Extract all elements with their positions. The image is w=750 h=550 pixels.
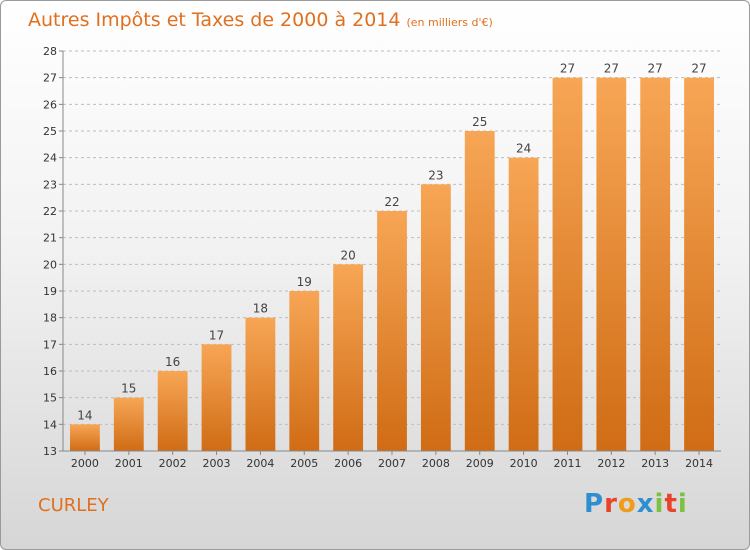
data-label: 17 bbox=[209, 328, 224, 342]
data-label: 18 bbox=[253, 302, 268, 316]
y-tick-label: 25 bbox=[43, 125, 57, 138]
y-tick-label: 23 bbox=[43, 178, 57, 191]
x-tick-label: 2010 bbox=[510, 457, 538, 470]
y-tick-label: 27 bbox=[43, 72, 57, 85]
x-tick-label: 2003 bbox=[203, 457, 231, 470]
x-tick-label: 2012 bbox=[597, 457, 625, 470]
data-label: 22 bbox=[384, 195, 399, 209]
x-tick-label: 2008 bbox=[422, 457, 450, 470]
bar bbox=[201, 344, 232, 451]
bar bbox=[245, 317, 276, 451]
bar bbox=[289, 291, 320, 451]
bar bbox=[333, 264, 364, 451]
data-label: 14 bbox=[77, 408, 92, 422]
y-tick-label: 16 bbox=[43, 365, 57, 378]
bar bbox=[640, 77, 671, 452]
y-tick-label: 18 bbox=[43, 312, 57, 325]
chart-title: Autres Impôts et Taxes de 2000 à 2014 (en… bbox=[28, 9, 493, 31]
data-label: 27 bbox=[648, 62, 663, 76]
data-label: 25 bbox=[472, 115, 487, 129]
y-tick-label: 22 bbox=[43, 205, 57, 218]
y-tick-label: 26 bbox=[43, 98, 57, 111]
data-label: 24 bbox=[516, 142, 531, 156]
x-tick-label: 2007 bbox=[378, 457, 406, 470]
y-tick-label: 15 bbox=[43, 392, 57, 405]
data-label: 16 bbox=[165, 355, 180, 369]
bar bbox=[113, 397, 144, 451]
x-tick-label: 2004 bbox=[246, 457, 274, 470]
bar bbox=[684, 77, 714, 452]
bar bbox=[377, 211, 407, 451]
logo-letter: P bbox=[584, 489, 605, 519]
y-tick-label: 20 bbox=[43, 258, 57, 271]
x-tick-label: 2002 bbox=[159, 457, 187, 470]
x-tick-label: 2000 bbox=[71, 457, 99, 470]
y-tick-label: 24 bbox=[43, 152, 57, 165]
logo-letter: o bbox=[617, 489, 637, 519]
logo-letter: x bbox=[636, 489, 655, 519]
y-tick-label: 19 bbox=[43, 285, 57, 298]
data-label: 23 bbox=[428, 168, 443, 182]
data-label: 27 bbox=[691, 62, 706, 76]
bar bbox=[420, 184, 451, 452]
bar-layer: 14 15 16 17 18 19 20 22 23 25 24 27 27 27 27 bbox=[70, 62, 714, 452]
x-tick-label: 2005 bbox=[290, 457, 318, 470]
commune-name: CURLEY bbox=[38, 495, 109, 516]
y-tick-label: 28 bbox=[43, 45, 57, 58]
data-label: 19 bbox=[297, 275, 312, 289]
title-unit: (en milliers d'€) bbox=[406, 16, 493, 29]
data-label: 15 bbox=[121, 382, 136, 396]
x-tick-label: 2013 bbox=[641, 457, 669, 470]
x-tick-label: 2001 bbox=[115, 457, 143, 470]
x-tick-label: 2011 bbox=[553, 457, 581, 470]
x-tick-label: 2006 bbox=[334, 457, 362, 470]
bar bbox=[508, 157, 539, 451]
data-label: 27 bbox=[560, 62, 575, 76]
x-tick-label: 2014 bbox=[685, 457, 713, 470]
y-tick-label: 13 bbox=[43, 445, 57, 458]
logo-letter: r bbox=[604, 489, 618, 519]
bar bbox=[70, 424, 100, 451]
title-text: Autres Impôts et Taxes de 2000 à 2014 bbox=[28, 9, 401, 31]
axis-layer: 13 14 15 16 17 18 19 20 21 22 23 24 25 26 27 28 2000 2001… bbox=[43, 45, 721, 470]
bar bbox=[552, 77, 583, 452]
y-tick-label: 21 bbox=[43, 232, 57, 245]
y-tick-label: 17 bbox=[43, 338, 57, 351]
logo-letter: i bbox=[654, 489, 665, 519]
proxiti-logo: Proxiti bbox=[584, 489, 688, 519]
x-tick-label: 2009 bbox=[466, 457, 494, 470]
logo-letter: i bbox=[677, 489, 688, 519]
logo-letter: t bbox=[664, 489, 678, 519]
bar bbox=[464, 131, 495, 451]
bar bbox=[157, 371, 188, 451]
bar bbox=[596, 77, 627, 452]
data-label: 27 bbox=[604, 62, 619, 76]
y-tick-label: 14 bbox=[43, 418, 57, 431]
data-label: 20 bbox=[340, 248, 355, 262]
